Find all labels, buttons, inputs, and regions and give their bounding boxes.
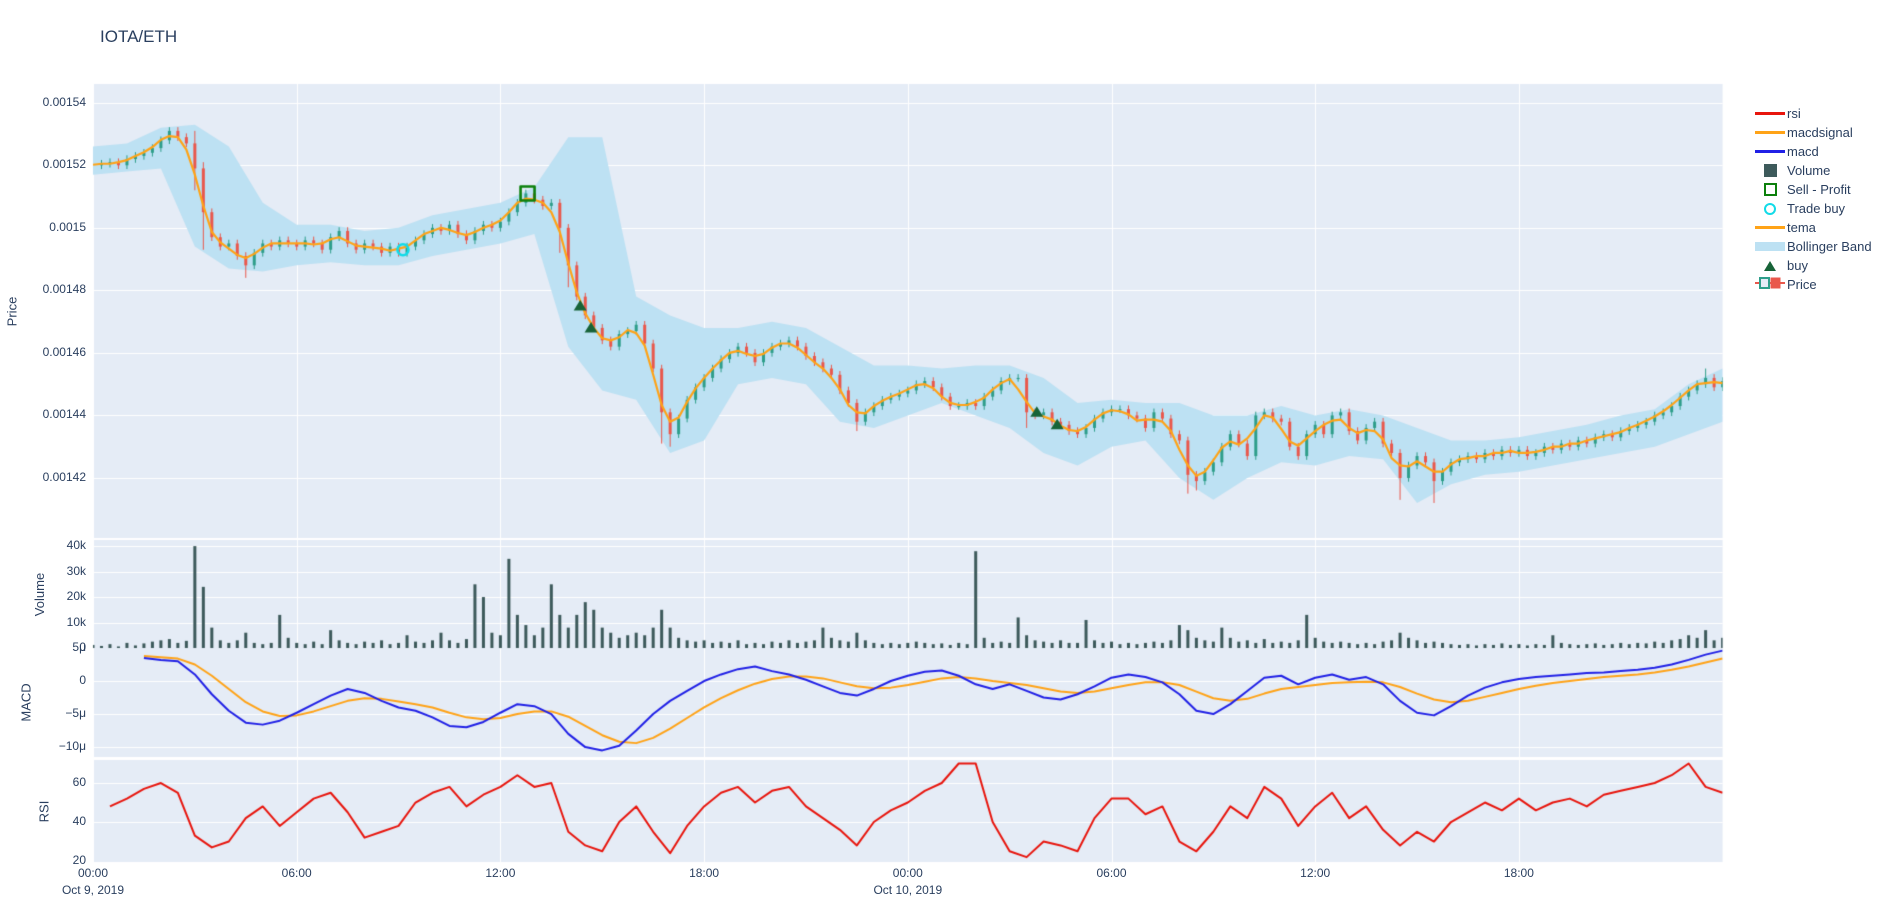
- x-tick-label: 12:00: [1300, 866, 1331, 880]
- macd-tick-label: 5μ: [72, 640, 86, 654]
- line-legend-swatch: [1753, 150, 1787, 153]
- rsi-tick-label: 40: [72, 814, 86, 829]
- volume-tick-label: 10k: [66, 614, 86, 629]
- legend-item-volume[interactable]: Volume: [1753, 161, 1872, 180]
- legend-item-label: Bollinger Band: [1787, 239, 1872, 254]
- legend-item-label: macd: [1787, 144, 1819, 159]
- price-tick-label: 0.00146: [42, 344, 86, 359]
- triangle-legend-swatch: [1753, 260, 1787, 271]
- price-tick-label: 0.00148: [42, 282, 86, 297]
- rsi-tick-label: 20: [72, 853, 86, 868]
- price-tick-label: 0.00144: [42, 407, 86, 422]
- legend-item-label: Price: [1787, 277, 1817, 292]
- volume-tick-label: 40k: [66, 538, 86, 553]
- price-tick-label: 0.00152: [42, 157, 86, 172]
- legend-item-label: Sell - Profit: [1787, 182, 1851, 197]
- line-legend-swatch: [1753, 131, 1787, 134]
- rsi-tick-label: 60: [72, 775, 86, 789]
- square-open-legend-swatch: [1753, 183, 1787, 196]
- x-tick-label: 06:00: [1096, 866, 1127, 880]
- x-date-label: Oct 9, 2019: [61, 883, 125, 897]
- legend-item-macd[interactable]: macd: [1753, 142, 1872, 161]
- band-legend-swatch: [1753, 242, 1787, 251]
- price-tick-label: 0.00142: [42, 469, 86, 484]
- line-legend-swatch: [1753, 112, 1787, 115]
- x-tick-label: 18:00: [689, 866, 720, 880]
- legend-item-trade-buy[interactable]: Trade buy: [1753, 199, 1872, 218]
- legend-item-buy[interactable]: buy: [1753, 256, 1872, 275]
- volume-tick-label: 20k: [66, 589, 86, 604]
- price-axis-title: Price: [4, 296, 20, 327]
- x-tick-label: 06:00: [281, 866, 312, 880]
- legend-item-label: tema: [1787, 220, 1816, 235]
- x-tick-label: 12:00: [485, 866, 516, 880]
- legend-item-label: Volume: [1787, 163, 1831, 178]
- legend-item-label: Trade buy: [1787, 201, 1846, 216]
- macd-tick-label: 0: [79, 673, 86, 688]
- circle-open-legend-swatch: [1753, 202, 1787, 215]
- price-tick-label: 0.0015: [49, 219, 86, 234]
- square-fill-legend-swatch: [1753, 164, 1787, 177]
- legend-item-label: macdsignal: [1787, 125, 1853, 140]
- macd-tick-label: −10μ: [58, 739, 86, 754]
- x-date-label: Oct 10, 2019: [873, 883, 943, 897]
- x-tick-label: 18:00: [1503, 866, 1534, 880]
- legend-item-tema[interactable]: tema: [1753, 218, 1872, 237]
- line-legend-swatch: [1753, 226, 1787, 229]
- legend: rsi macdsignal macd Volume Sell - Profit Trad…: [1753, 104, 1872, 294]
- legend-item-macdsignal[interactable]: macdsignal: [1753, 123, 1872, 142]
- x-tick-label: 00:00: [892, 866, 923, 880]
- legend-item-label: buy: [1787, 258, 1808, 273]
- volume-tick-label: 0: [79, 640, 86, 654]
- volume-tick-label: 30k: [66, 563, 86, 578]
- legend-item-price[interactable]: Price: [1753, 275, 1872, 294]
- chart-title: IOTA/ETH: [100, 27, 178, 46]
- price-tick-label: 0.00154: [42, 94, 86, 109]
- macd-tick-label: −5μ: [65, 706, 86, 721]
- legend-item-label: rsi: [1787, 106, 1801, 121]
- x-tick-label: 00:00: [77, 866, 109, 880]
- legend-item-rsi[interactable]: rsi: [1753, 104, 1872, 123]
- candle-legend-swatch: [1753, 276, 1787, 293]
- legend-item-sell-profit[interactable]: Sell - Profit: [1753, 180, 1872, 199]
- legend-item-bollinger-band[interactable]: Bollinger Band: [1753, 237, 1872, 256]
